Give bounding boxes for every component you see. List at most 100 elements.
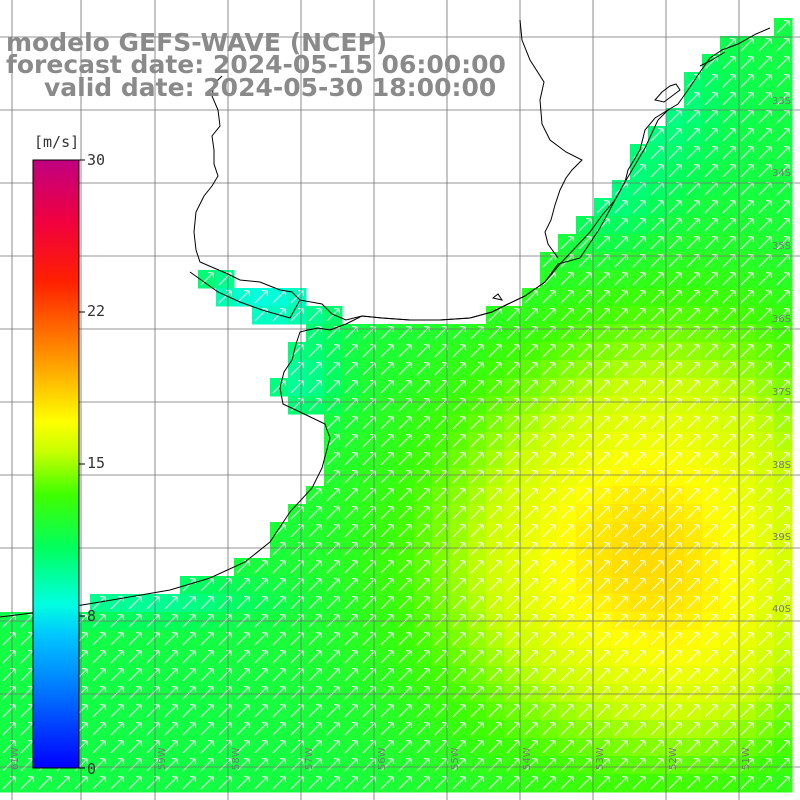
wind-arrow bbox=[488, 470, 502, 484]
wind-arrow bbox=[164, 758, 178, 772]
wind-arrow bbox=[632, 758, 646, 772]
wind-arrow bbox=[578, 290, 592, 304]
wind-arrow bbox=[650, 758, 664, 772]
wind-arrow bbox=[650, 380, 664, 394]
wind-arrow bbox=[506, 434, 520, 448]
wind-arrow bbox=[362, 524, 376, 538]
wind-arrow bbox=[668, 146, 682, 160]
wind-arrow bbox=[776, 740, 790, 754]
wind-arrow bbox=[506, 722, 520, 736]
wind-arrow bbox=[308, 758, 322, 772]
wind-arrow bbox=[308, 560, 322, 574]
wind-arrow bbox=[488, 344, 502, 358]
wind-arrow bbox=[650, 650, 664, 664]
wind-arrow bbox=[488, 722, 502, 736]
wind-arrow bbox=[182, 758, 196, 772]
wind-arrow bbox=[704, 524, 718, 538]
wind-arrow bbox=[164, 650, 178, 664]
wind-arrow bbox=[380, 578, 394, 592]
wind-arrow bbox=[776, 92, 790, 106]
colorbar bbox=[32, 159, 85, 769]
wind-arrow bbox=[416, 344, 430, 358]
wind-arrow bbox=[596, 542, 610, 556]
wind-arrow bbox=[758, 506, 772, 520]
wind-arrow bbox=[380, 704, 394, 718]
wind-arrow bbox=[416, 488, 430, 502]
wind-arrow bbox=[614, 236, 628, 250]
wind-arrow bbox=[704, 704, 718, 718]
wind-arrow bbox=[470, 596, 484, 610]
colorbar-unit: [m/s] bbox=[34, 133, 80, 151]
wind-arrow bbox=[380, 722, 394, 736]
wind-arrow bbox=[704, 596, 718, 610]
wind-arrow bbox=[596, 596, 610, 610]
wind-arrow bbox=[542, 380, 556, 394]
wind-arrow bbox=[380, 416, 394, 430]
wind-arrow bbox=[560, 740, 574, 754]
wind-arrow bbox=[362, 452, 376, 466]
wind-arrow bbox=[164, 704, 178, 718]
wind-arrow bbox=[614, 470, 628, 484]
wind-arrow bbox=[668, 236, 682, 250]
wind-arrow bbox=[362, 542, 376, 556]
wind-arrow bbox=[542, 740, 556, 754]
wind-arrow bbox=[524, 470, 538, 484]
wind-arrow bbox=[632, 236, 646, 250]
wind-arrow bbox=[200, 722, 214, 736]
wind-arrow bbox=[470, 686, 484, 700]
wind-arrow bbox=[758, 560, 772, 574]
wind-arrow bbox=[632, 596, 646, 610]
coastline bbox=[0, 19, 771, 618]
wind-arrow bbox=[308, 506, 322, 520]
wind-arrow bbox=[614, 254, 628, 268]
wind-arrow bbox=[380, 524, 394, 538]
wind-arrow bbox=[758, 290, 772, 304]
wind-arrow bbox=[542, 290, 556, 304]
wind-arrow bbox=[632, 632, 646, 646]
wind-arrow bbox=[740, 272, 754, 286]
wind-arrow bbox=[524, 704, 538, 718]
wind-arrow bbox=[686, 92, 700, 106]
wind-arrow bbox=[650, 416, 664, 430]
wind-arrow bbox=[560, 704, 574, 718]
wind-arrow bbox=[560, 434, 574, 448]
wind-arrow bbox=[470, 452, 484, 466]
wind-arrow bbox=[614, 776, 628, 790]
wind-arrow bbox=[506, 578, 520, 592]
wind-arrow bbox=[110, 740, 124, 754]
wind-arrow bbox=[722, 668, 736, 682]
valid-date: valid date: 2024-05-30 18:00:00 bbox=[44, 73, 497, 102]
wind-arrow bbox=[704, 560, 718, 574]
wind-arrow bbox=[614, 416, 628, 430]
wind-arrow bbox=[578, 722, 592, 736]
wind-arrow bbox=[110, 758, 124, 772]
wind-arrow bbox=[326, 560, 340, 574]
wind-arrow bbox=[452, 434, 466, 448]
wind-arrow bbox=[272, 578, 286, 592]
wind-arrow bbox=[560, 290, 574, 304]
wind-arrow bbox=[632, 650, 646, 664]
wind-arrow bbox=[650, 236, 664, 250]
wind-arrow bbox=[272, 740, 286, 754]
wind-arrow bbox=[326, 632, 340, 646]
wind-arrow bbox=[380, 434, 394, 448]
wind-arrow bbox=[650, 578, 664, 592]
wind-arrow bbox=[704, 686, 718, 700]
lat-label: 35S bbox=[772, 241, 792, 252]
wind-arrow bbox=[722, 488, 736, 502]
wind-arrow bbox=[578, 254, 592, 268]
wind-arrow bbox=[776, 416, 790, 430]
wind-arrow bbox=[200, 758, 214, 772]
wind-arrow bbox=[272, 704, 286, 718]
wind-arrow bbox=[596, 704, 610, 718]
wind-arrow bbox=[182, 776, 196, 790]
wind-arrow bbox=[542, 578, 556, 592]
wind-arrow bbox=[344, 758, 358, 772]
wind-arrow bbox=[326, 704, 340, 718]
wind-arrow bbox=[416, 362, 430, 376]
wind-arrow bbox=[560, 524, 574, 538]
wind-arrow bbox=[668, 308, 682, 322]
wind-arrow bbox=[668, 578, 682, 592]
wind-arrow bbox=[614, 632, 628, 646]
